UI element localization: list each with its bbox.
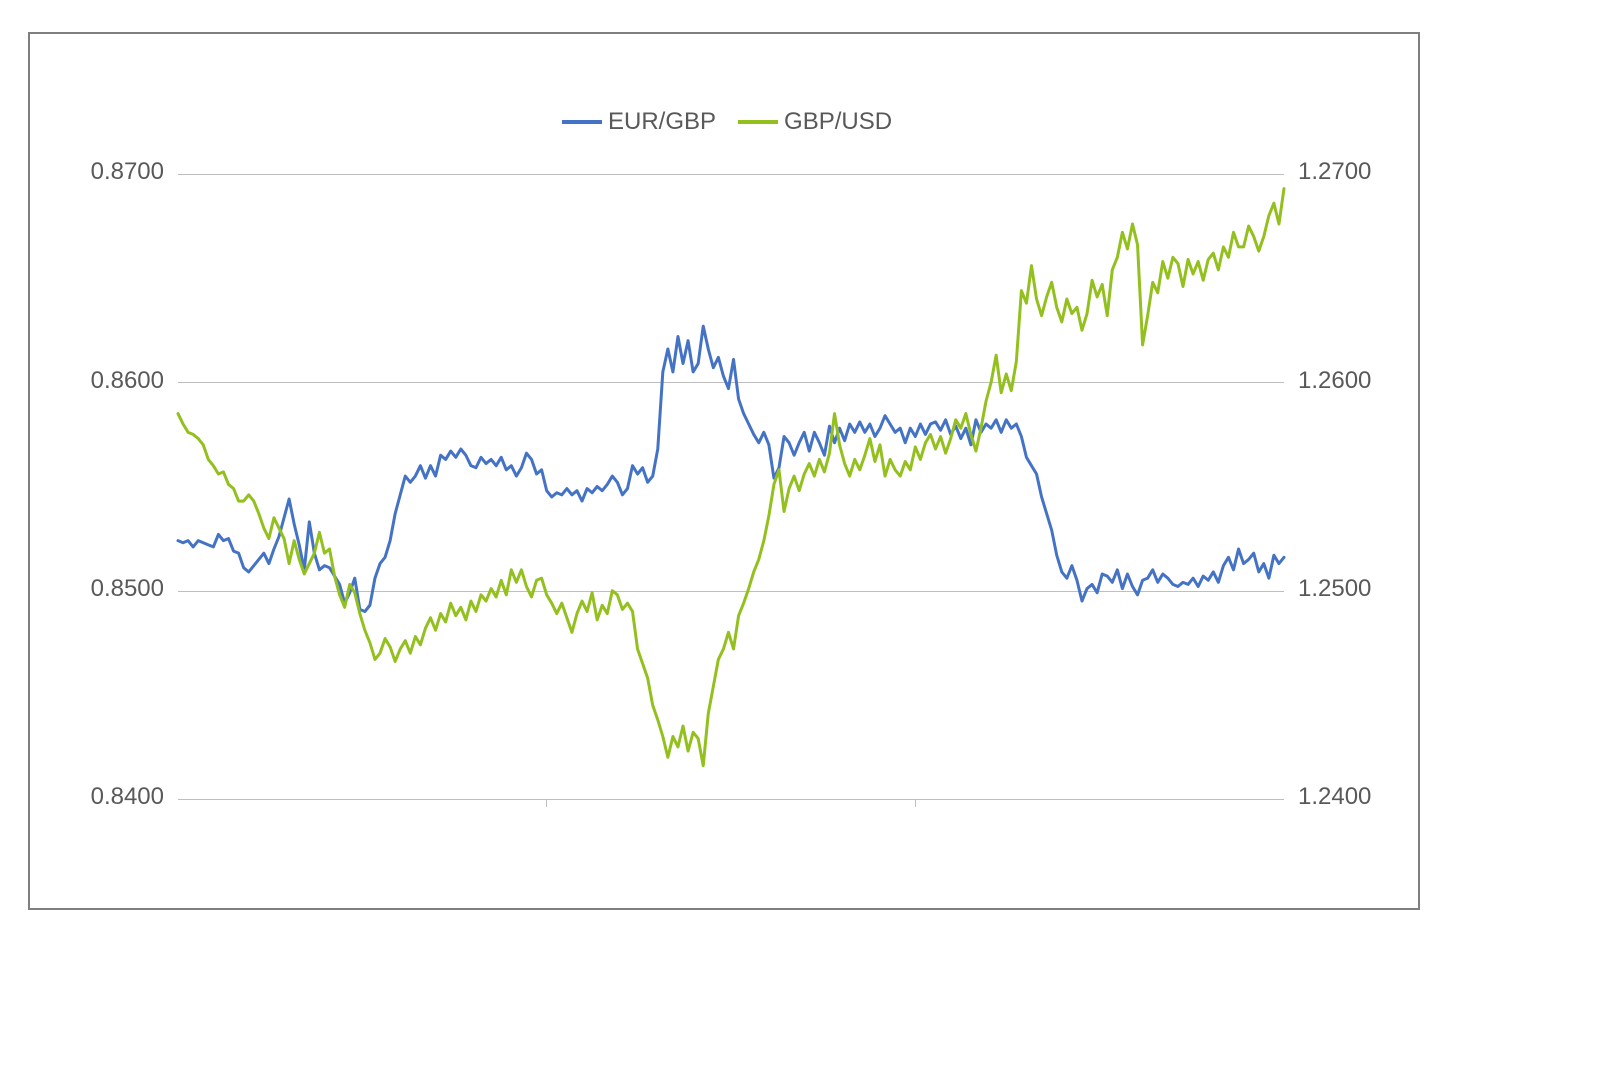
y-right-tick-label: 1.2700 bbox=[1298, 158, 1371, 186]
legend-swatch-icon bbox=[738, 120, 778, 124]
series-line-gbp-usd bbox=[178, 189, 1284, 766]
y-right-tick-label: 1.2600 bbox=[1298, 367, 1371, 395]
legend: EUR/GBP GBP/USD bbox=[562, 108, 892, 136]
legend-label: EUR/GBP bbox=[608, 108, 716, 136]
y-left-tick-label: 0.8500 bbox=[91, 575, 164, 603]
y-right-tick-label: 1.2500 bbox=[1298, 575, 1371, 603]
plot-svg bbox=[178, 154, 1284, 819]
legend-label: GBP/USD bbox=[784, 108, 892, 136]
y-left-tick-label: 0.8400 bbox=[91, 783, 164, 811]
legend-item: GBP/USD bbox=[738, 108, 892, 136]
y-right-tick-label: 1.2400 bbox=[1298, 783, 1371, 811]
legend-item: EUR/GBP bbox=[562, 108, 716, 136]
series-line-eur-gbp bbox=[178, 326, 1284, 611]
y-left-tick-label: 0.8700 bbox=[91, 158, 164, 186]
legend-swatch-icon bbox=[562, 120, 602, 124]
y-left-tick-label: 0.8600 bbox=[91, 367, 164, 395]
